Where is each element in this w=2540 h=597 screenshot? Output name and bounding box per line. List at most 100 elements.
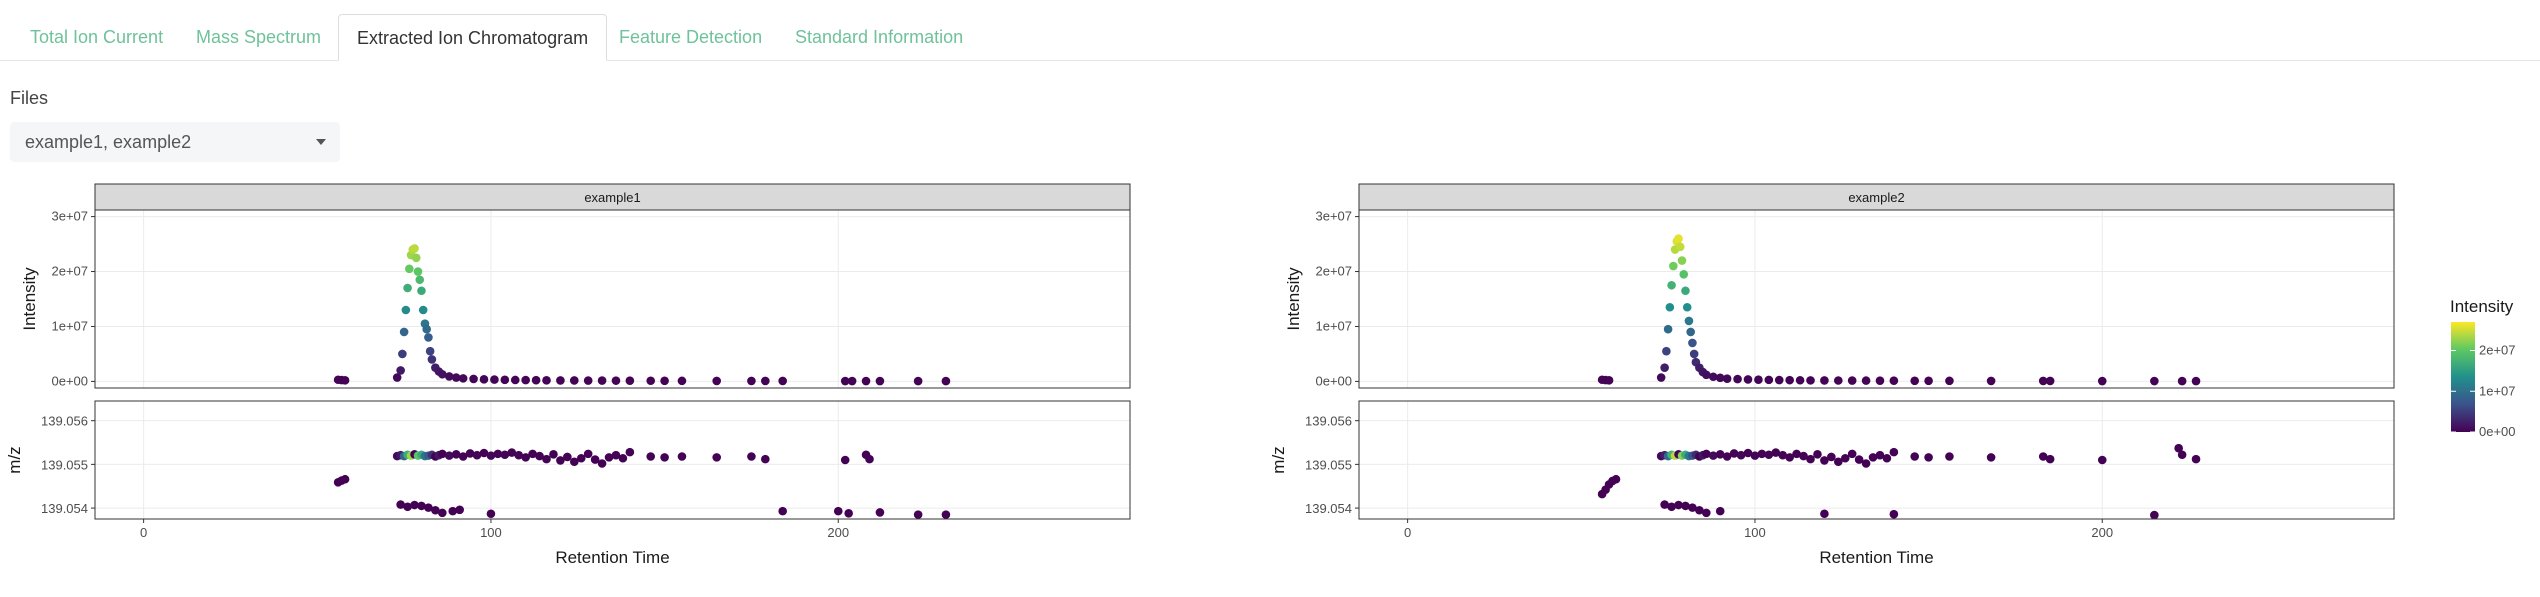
mz-point	[1736, 450, 1746, 460]
mz-point	[549, 450, 558, 459]
y-tick-label: 139.054	[1305, 501, 1352, 516]
intensity-point	[660, 376, 669, 386]
x-axis-title: Retention Time	[555, 548, 669, 567]
intensity-point	[531, 375, 541, 385]
tab-standard-information[interactable]: Standard Information	[795, 27, 964, 47]
y-tick-label: 139.056	[41, 414, 88, 429]
mz-point	[1771, 448, 1781, 457]
mz-point	[340, 474, 350, 484]
tab-total-ion-current[interactable]: Total Ion Current	[30, 27, 164, 47]
mz-point	[941, 510, 951, 519]
mz-point	[1875, 450, 1885, 460]
mz-point	[1882, 453, 1892, 463]
intensity-point	[1861, 376, 1871, 385]
intensity-point	[403, 283, 412, 293]
intensity-point	[490, 375, 499, 384]
mz-point	[1660, 500, 1669, 509]
intensity-point	[1733, 374, 1742, 384]
facet-strip-label: example2	[1848, 190, 1904, 205]
mz-point	[576, 453, 586, 463]
intensity-point	[1665, 302, 1675, 312]
mz-point	[1924, 453, 1933, 462]
mz-point	[913, 510, 923, 519]
mz-panel-border	[1358, 400, 2395, 520]
mz-axis-title: m/z	[5, 446, 24, 473]
mz-point	[465, 449, 475, 458]
mz-point	[1708, 451, 1718, 460]
y-tick-label: 139.055	[1305, 457, 1352, 472]
tab-bar: Total Ion Current Mass Spectrum Extracte…	[0, 14, 2540, 61]
y-tick-label: 3e+07	[51, 209, 88, 224]
intensity-point	[1656, 373, 1666, 382]
intensity-point	[1847, 376, 1857, 385]
intensity-point	[747, 376, 756, 386]
tab-mass-spectrum[interactable]: Mass Spectrum	[196, 27, 322, 47]
tab-feature-detection[interactable]: Feature Detection	[619, 27, 763, 47]
mz-point	[451, 450, 461, 459]
mz-point	[761, 454, 770, 464]
mz-point	[1889, 447, 1899, 457]
intensity-point	[1806, 376, 1815, 385]
mz-point	[1764, 450, 1774, 460]
intensity-point	[417, 286, 426, 296]
intensity-point	[847, 376, 857, 386]
mz-point	[1688, 503, 1697, 512]
intensity-point	[427, 355, 437, 364]
intensity-point	[1669, 261, 1678, 271]
intensity-point	[583, 376, 593, 385]
mz-point	[403, 502, 412, 512]
intensity-point	[1820, 376, 1829, 385]
intensity-point	[1924, 376, 1933, 386]
x-tick-label: 200	[2091, 525, 2113, 540]
mz-point	[646, 452, 656, 461]
intensity-point	[413, 267, 423, 276]
mz-point	[2174, 443, 2183, 453]
mz-point	[528, 449, 537, 459]
tab-extracted-ion-chromatogram[interactable]: Extracted Ion Chromatogram	[338, 14, 608, 61]
intensity-point	[424, 333, 433, 342]
mz-point	[865, 454, 874, 464]
intensity-point	[1889, 376, 1899, 386]
intensity-point	[410, 244, 419, 253]
mz-point	[396, 500, 405, 509]
mz-point	[833, 506, 843, 516]
mz-point	[507, 448, 517, 457]
mz-point	[597, 459, 607, 468]
mz-point	[2150, 510, 2159, 520]
mz-point	[1743, 448, 1753, 458]
mz-point	[500, 450, 510, 460]
mz-point	[618, 453, 628, 463]
mz-point	[486, 509, 496, 519]
mz-point	[417, 501, 426, 511]
intensity-point	[1754, 375, 1763, 385]
intensity-point	[1689, 349, 1699, 359]
mz-point	[563, 452, 572, 462]
mz-point	[556, 456, 565, 465]
intensity-point	[1684, 316, 1694, 326]
y-tick-label: 2e+07	[51, 264, 88, 279]
mz-point	[569, 457, 579, 467]
intensity-panel-bg	[1359, 210, 2394, 388]
mz-point	[1847, 449, 1857, 459]
mz-point	[1827, 452, 1836, 462]
files-select[interactable]: example1, example2	[10, 122, 340, 162]
intensity-point	[861, 376, 871, 386]
mz-point	[604, 453, 614, 462]
x-tick-label: 200	[827, 525, 849, 540]
intensity-point	[712, 376, 721, 386]
intensity-point	[1764, 375, 1774, 385]
intensity-panel-border	[1358, 209, 2395, 389]
mz-point	[1889, 509, 1899, 519]
legend-label: 1e+07	[2479, 383, 2516, 398]
mz-point	[875, 508, 885, 517]
mz-point	[1792, 449, 1801, 459]
intensity-point	[1686, 327, 1695, 337]
mz-point	[1757, 449, 1767, 459]
mz-point	[1840, 453, 1850, 463]
intensity-point	[913, 376, 923, 386]
mz-point	[1868, 453, 1878, 462]
intensity-point	[2191, 376, 2201, 386]
mz-point	[1785, 453, 1794, 462]
intensity-point	[1682, 302, 1692, 312]
intensity-point	[1667, 280, 1676, 290]
